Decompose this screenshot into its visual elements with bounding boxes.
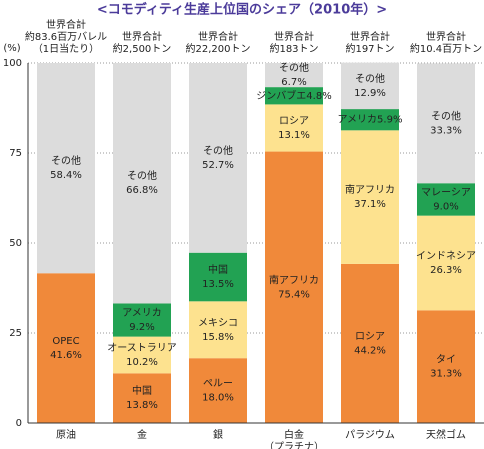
value-label: 58.4% xyxy=(50,170,82,181)
segment-name: ロシア xyxy=(355,331,385,342)
value-label: 18.0% xyxy=(202,393,234,404)
total-label: 世界合計 xyxy=(198,30,238,43)
bar-segment xyxy=(265,63,323,88)
total-label: 世界合計 xyxy=(426,30,466,43)
segment-name: その他 xyxy=(51,154,81,167)
bar-segment xyxy=(341,62,399,110)
value-label: 44.2% xyxy=(354,345,386,356)
x-tick-label: 原油 xyxy=(56,428,76,441)
value-label: 66.8% xyxy=(126,185,158,196)
segment-name: その他 xyxy=(431,109,461,122)
total-label: 約2,500トン xyxy=(113,42,172,55)
segment-name: 中国 xyxy=(208,263,228,276)
total-label: 約197トン xyxy=(345,42,394,55)
segment-name: その他 xyxy=(279,61,309,74)
bar-segment xyxy=(341,263,399,423)
value-label: 41.6% xyxy=(50,350,82,361)
segment-name: 南アフリカ xyxy=(269,273,319,286)
value-label: 13.1% xyxy=(278,130,310,141)
x-tick-label: （プラチナ） xyxy=(264,441,324,449)
segment-name: メキシコ xyxy=(198,318,238,329)
value-label: 9.0% xyxy=(433,201,458,212)
total-label: 世界合計 xyxy=(46,18,86,31)
segment-name: アメリカ xyxy=(338,114,378,126)
bar-segment xyxy=(417,215,475,311)
value-label: 31.3% xyxy=(430,369,462,380)
total-label: 約83.6百万バレル xyxy=(25,30,107,43)
value-label: 5.9% xyxy=(377,115,402,126)
total-label: 約183トン xyxy=(269,42,318,55)
segment-name: ロシア xyxy=(279,116,309,127)
y-tick-label: 100 xyxy=(3,58,22,69)
bar-segment xyxy=(265,151,323,423)
bar-segment xyxy=(189,63,247,253)
bar-segment xyxy=(417,63,475,184)
x-tick-label: パラジウム xyxy=(345,429,395,441)
value-label: 12.9% xyxy=(354,88,386,99)
segment-label: アメリカ5.9% xyxy=(338,114,403,126)
y-tick-label: 50 xyxy=(9,238,22,249)
value-label: 13.8% xyxy=(126,400,158,411)
bar-segment xyxy=(189,252,247,302)
value-label: 10.2% xyxy=(126,357,158,368)
segment-name: ジンバブエ xyxy=(256,89,306,102)
bar-segment xyxy=(37,273,95,423)
bar-segment xyxy=(113,336,171,374)
y-tick-label: 75 xyxy=(9,148,22,159)
segment-name: インドネシア xyxy=(416,250,476,262)
bar-segment xyxy=(265,104,323,152)
total-label: （1日当たり） xyxy=(33,42,99,55)
value-label: 37.1% xyxy=(354,199,386,210)
bar-segment xyxy=(113,373,171,423)
bar-segment xyxy=(417,183,475,216)
total-label: 約22,200トン xyxy=(186,42,251,55)
bar-segment xyxy=(341,109,399,131)
chart-title: <コモディティ生産上位国のシェア（2010年）> xyxy=(97,2,387,18)
value-label: 6.7% xyxy=(281,77,306,88)
y-axis-label: (%) xyxy=(3,43,20,54)
bar-segment xyxy=(417,310,475,423)
segment-label: ジンバブエ4.8% xyxy=(256,89,331,102)
value-label: 26.3% xyxy=(430,265,462,276)
segment-name: その他 xyxy=(127,169,157,182)
segment-name: OPEC xyxy=(52,336,79,347)
bars xyxy=(37,62,475,423)
segment-name: ペルー xyxy=(203,379,233,390)
segment-name: オーストラリア xyxy=(107,342,177,354)
total-label: 約10.4百万トン xyxy=(410,42,482,55)
x-tick-label: 銀 xyxy=(213,428,223,441)
bar-segment xyxy=(113,303,171,337)
value-label: 75.4% xyxy=(278,289,310,300)
bar-segment xyxy=(113,63,171,304)
value-label: 4.8% xyxy=(306,91,331,102)
x-tick-label: 金 xyxy=(137,428,147,441)
y-tick-label: 0 xyxy=(16,418,22,429)
segment-name: その他 xyxy=(203,144,233,157)
bar-segment xyxy=(265,87,323,105)
x-tick-label: 天然ゴム xyxy=(426,428,466,441)
total-label: 世界合計 xyxy=(350,30,390,43)
value-label: 33.3% xyxy=(430,125,462,136)
segment-name: その他 xyxy=(355,72,385,85)
bar-segment xyxy=(37,63,95,274)
bar-segment xyxy=(189,358,247,423)
bar-segment xyxy=(341,130,399,264)
segment-name: マレーシア xyxy=(421,187,471,198)
segment-name: アメリカ xyxy=(122,307,162,319)
value-label: 13.5% xyxy=(202,279,234,290)
total-label: 世界合計 xyxy=(274,30,314,43)
total-label: 世界合計 xyxy=(122,30,162,43)
y-tick-label: 25 xyxy=(9,328,22,339)
segment-name: 中国 xyxy=(132,384,152,397)
bar-segment xyxy=(189,301,247,359)
segment-name: 南アフリカ xyxy=(345,183,395,196)
value-label: 52.7% xyxy=(202,160,234,171)
segment-name: タイ xyxy=(436,354,456,366)
value-label: 15.8% xyxy=(202,332,234,343)
value-label: 9.2% xyxy=(129,322,154,333)
x-tick-label: 白金 xyxy=(284,428,304,441)
